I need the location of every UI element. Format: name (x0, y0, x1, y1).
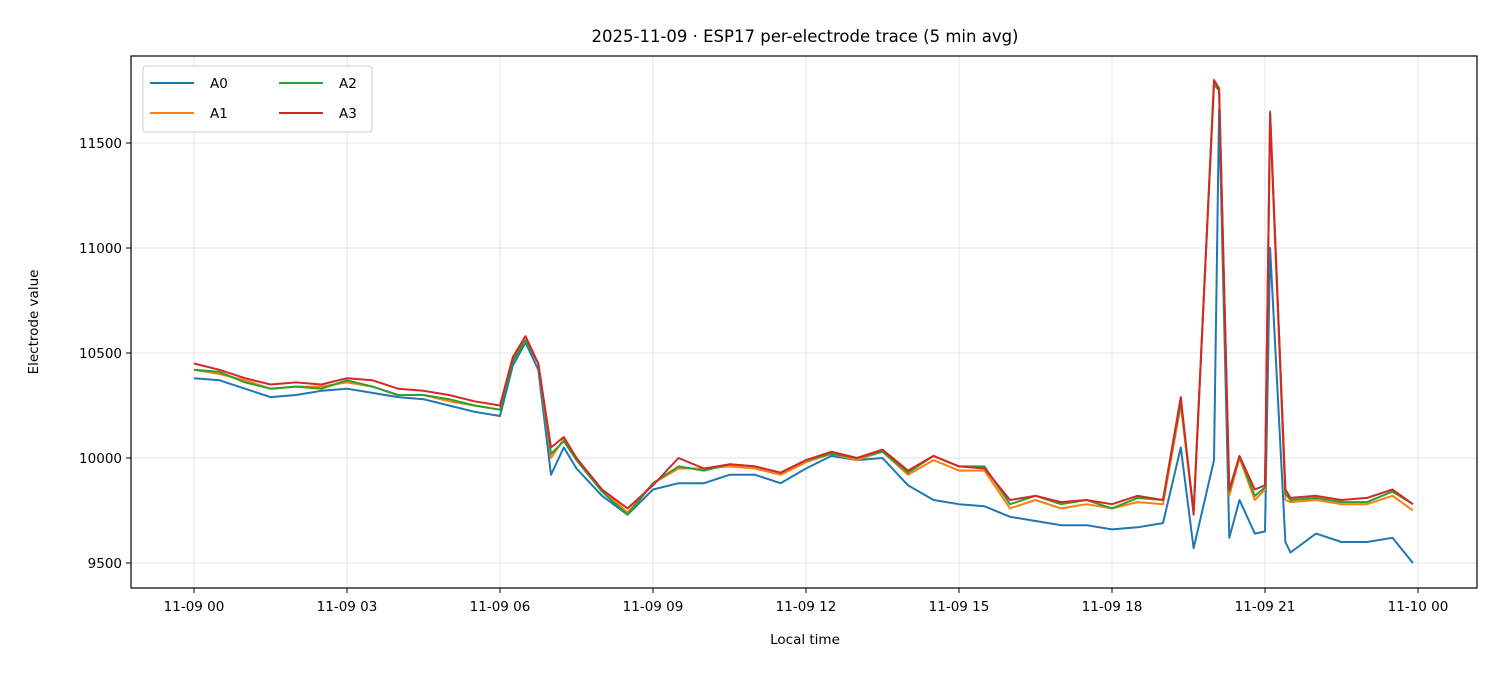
x-axis-label: Local time (770, 632, 840, 648)
y-tick-label: 9500 (88, 556, 122, 572)
x-tick-label: 11-09 12 (776, 599, 837, 615)
x-tick-label: 11-09 03 (317, 599, 378, 615)
x-tick-label: 11-09 21 (1235, 599, 1296, 615)
series-lines (193, 79, 1414, 564)
x-tick-label: 11-09 06 (470, 599, 531, 615)
chart-title: 2025-11-09 · ESP17 per-electrode trace (… (592, 27, 1019, 46)
series-line-a0 (193, 108, 1414, 564)
y-tick-label: 11000 (79, 241, 122, 257)
y-axis: 9500 10000 10500 11000 11500 (79, 136, 131, 572)
y-tick-label: 10000 (79, 451, 122, 467)
x-tick-label: 11-10 00 (1388, 599, 1449, 615)
legend: A0 A1 A2 A3 (142, 65, 373, 133)
legend-label-a3: A3 (339, 106, 357, 122)
x-axis: 11-09 00 11-09 03 11-09 06 11-09 09 11-09 12… (164, 588, 1449, 615)
x-tick-label: 11-09 18 (1082, 599, 1143, 615)
x-tick-label: 11-09 09 (623, 599, 684, 615)
y-axis-label: Electrode value (26, 270, 42, 375)
series-line-a2 (193, 83, 1414, 516)
y-tick-label: 11500 (79, 136, 122, 152)
legend-label-a0: A0 (210, 76, 228, 92)
series-line-a1 (193, 83, 1414, 514)
x-tick-label: 11-09 00 (164, 599, 225, 615)
y-tick-label: 10500 (79, 346, 122, 362)
legend-box (142, 65, 373, 133)
legend-label-a2: A2 (339, 76, 357, 92)
plot-frame (130, 55, 1478, 589)
x-tick-label: 11-09 15 (929, 599, 990, 615)
legend-label-a1: A1 (210, 106, 228, 122)
grid-lines (131, 56, 1477, 588)
series-line-a3 (193, 79, 1414, 516)
